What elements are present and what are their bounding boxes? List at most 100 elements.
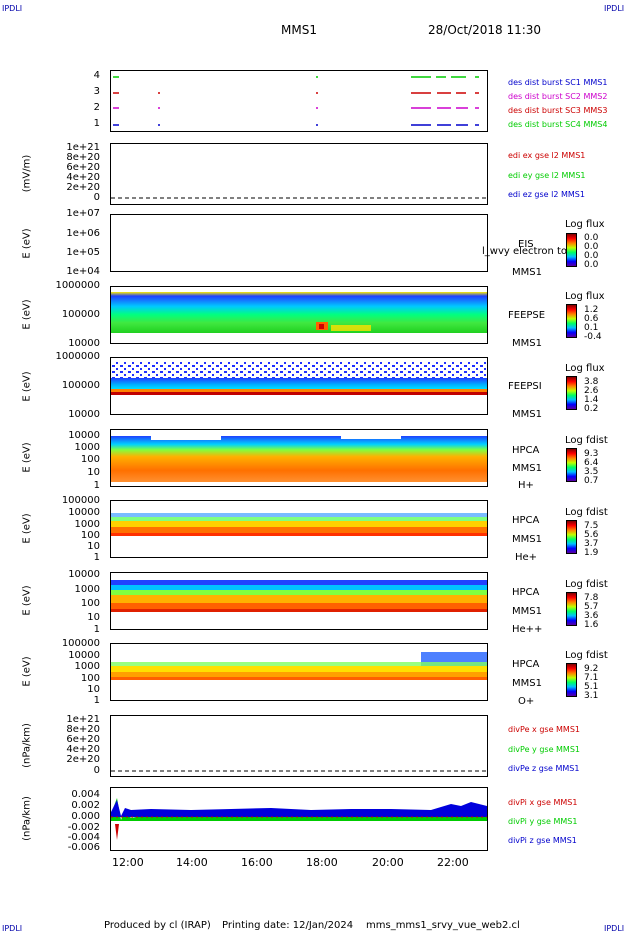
tick-label: 1000	[74, 442, 100, 453]
tick-label: 10000	[68, 507, 100, 518]
colorbar-value: 0.6	[584, 314, 599, 324]
colorbar-value: 1.4	[584, 395, 599, 405]
colorbar-value: 6.4	[584, 458, 599, 468]
legend-entry: des dist burst SC4 MMS4	[508, 120, 608, 129]
colorbar-value: 0.2	[584, 404, 599, 414]
colorbar-title: Log fdist	[565, 435, 608, 446]
tick-label: 2	[93, 102, 100, 113]
tick-label: 1e+06	[66, 228, 100, 239]
legend-entry: edi ex gse l2 MMS1	[508, 151, 586, 160]
tick-label: 0	[93, 192, 100, 203]
colorbar-title: Log fdist	[565, 507, 608, 518]
colorbar-title: Log fdist	[565, 579, 608, 590]
tick-label: 10	[87, 541, 100, 552]
tick-label: 100	[80, 454, 100, 465]
corner-label-top-right: IPDLI	[604, 4, 625, 13]
colorbar-title: Log flux	[565, 363, 605, 374]
instrument-label: EIS	[518, 239, 534, 250]
tick-label: 10000	[68, 338, 100, 349]
legend-entry: divPe z gse MMS1	[508, 764, 580, 773]
panel-eis	[110, 214, 488, 272]
x-tick-label: 14:00	[176, 856, 208, 869]
x-tick-label: 18:00	[306, 856, 338, 869]
hpca-hepp-spectrogram	[111, 580, 487, 612]
panel-burst	[110, 70, 488, 132]
instrument-label: HPCA	[512, 587, 540, 598]
colorbar-value: 2.6	[584, 386, 599, 396]
legend-entry: divPe x gse MMS1	[508, 725, 580, 734]
feepse-spectrogram	[111, 292, 487, 333]
instrument-label: FEEPSE	[508, 310, 546, 321]
tick-label: 0.004	[71, 789, 100, 800]
tick-label: 1	[93, 118, 100, 129]
tick-label: 1000000	[55, 351, 100, 362]
species-label: H+	[518, 480, 534, 491]
hpca-h-spectrogram	[111, 436, 487, 482]
legend-entry: des dist burst SC2 MMS2	[508, 92, 608, 101]
tick-label: 100000	[61, 309, 100, 320]
instrument-label: HPCA	[512, 515, 540, 526]
colorbar	[566, 304, 577, 338]
colorbar-value: 0.0	[584, 242, 599, 252]
legend-entry: des dist burst SC3 MMS3	[508, 106, 608, 115]
tick-label: -0.002	[67, 822, 100, 833]
tick-label: 100000	[61, 638, 100, 649]
tick-label: 100000	[61, 380, 100, 391]
corner-label-bottom-left: IPDLI	[2, 924, 23, 933]
colorbar-title: Log flux	[565, 219, 605, 230]
colorbar-value: -0.4	[584, 332, 602, 342]
tick-label: 3	[93, 86, 100, 97]
colorbar	[566, 233, 577, 267]
tick-label: 6e+20	[66, 734, 100, 745]
feepsi-spectrogram	[111, 362, 487, 395]
spacecraft-label: MMS1	[512, 678, 542, 689]
hpca-he-spectrogram	[111, 513, 487, 536]
tick-label: 1	[93, 624, 100, 635]
tick-label: 1e+07	[66, 208, 100, 219]
tick-label: 1000	[74, 584, 100, 595]
spacecraft-label: MMS1	[512, 267, 542, 278]
colorbar-value: 3.8	[584, 377, 599, 387]
colorbar-value: 3.7	[584, 539, 599, 549]
tick-label: 4	[93, 70, 100, 81]
tick-label: 8e+20	[66, 724, 100, 735]
panel-feepse	[110, 286, 488, 344]
tick-label: 2e+20	[66, 182, 100, 193]
species-label: He+	[515, 552, 538, 563]
tick-label: 10	[87, 612, 100, 623]
footer-filename: mms_mms1_srvy_vue_web2.cl	[366, 920, 520, 931]
tick-label: 0.002	[71, 800, 100, 811]
colorbar-value: 3.5	[584, 467, 599, 477]
tick-label: 10000	[68, 650, 100, 661]
y-axis-label: (nPa/km)	[21, 796, 33, 841]
legend-entry: divPi z gse MMS1	[508, 836, 577, 845]
tick-label: 100	[80, 530, 100, 541]
tick-label: 100000	[61, 495, 100, 506]
colorbar-value: 9.2	[584, 664, 599, 674]
corner-label-top-left: IPDLI	[2, 4, 23, 13]
spacecraft-label: MMS1	[512, 606, 542, 617]
tick-label: 1	[93, 695, 100, 706]
species-label: O+	[518, 696, 535, 707]
colorbar-value: 7.5	[584, 521, 599, 531]
colorbar-value: 0.0	[584, 251, 599, 261]
colorbar-value: 5.6	[584, 530, 599, 540]
legend-entry: divPi y gse MMS1	[508, 817, 578, 826]
spacecraft-title: MMS1	[281, 23, 317, 37]
tick-label: 1e+21	[66, 142, 100, 153]
tick-label: 2e+20	[66, 754, 100, 765]
x-tick-label: 12:00	[112, 856, 144, 869]
colorbar-value: 1.9	[584, 548, 599, 558]
tick-label: 10	[87, 467, 100, 478]
instrument-label: FEEPSI	[508, 381, 542, 392]
colorbar	[566, 376, 577, 410]
legend-entry: edi ey gse l2 MMS1	[508, 171, 586, 180]
tick-label: 0.000	[71, 811, 100, 822]
colorbar-value: 9.3	[584, 449, 599, 459]
footer-printing-date: Printing date: 12/Jan/2024	[222, 920, 354, 931]
tick-label: 4e+20	[66, 172, 100, 183]
overlay-text: l_wvy electron to	[482, 246, 568, 257]
tick-label: 1e+04	[66, 266, 100, 277]
legend-entry: divPe y gse MMS1	[508, 745, 580, 754]
tick-label: -0.004	[67, 832, 100, 843]
